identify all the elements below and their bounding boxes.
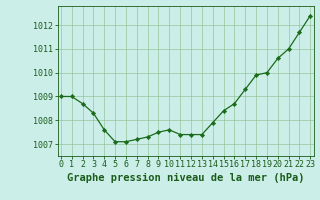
X-axis label: Graphe pression niveau de la mer (hPa): Graphe pression niveau de la mer (hPa) (67, 173, 304, 183)
